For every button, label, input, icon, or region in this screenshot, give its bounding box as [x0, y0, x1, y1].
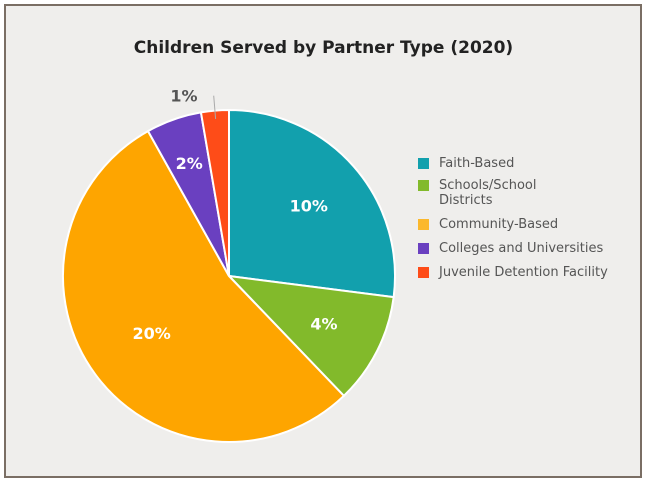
legend-label: Juvenile Detention Facility [439, 265, 608, 280]
data-label-colleges-and-universities: 2% [176, 154, 203, 173]
pie-slice-community-based [62, 129, 346, 444]
data-label-schools-school-districts: 4% [310, 314, 337, 333]
data-label-faith-based: 10% [290, 196, 328, 215]
legend-item: Community-Based [418, 217, 633, 232]
legend-swatch [418, 243, 429, 254]
chart-legend: Faith-Based Schools/School Districts Commun… [418, 156, 633, 280]
data-label-community-based: 20% [132, 324, 170, 343]
legend-item: Schools/School Districts [418, 178, 633, 208]
legend-swatch [418, 267, 429, 278]
legend-swatch [418, 180, 429, 191]
pie-slice-faith-based [228, 108, 397, 299]
data-label-juvenile-detention-facility: 1% [170, 87, 197, 106]
legend-item: Juvenile Detention Facility [418, 265, 633, 280]
legend-swatch [418, 219, 429, 230]
leader-line [213, 95, 217, 119]
pie-slice-schools-school-districts [226, 274, 395, 398]
legend-item: Colleges and Universities [418, 241, 633, 256]
chart-title: Children Served by Partner Type (2020) [133, 38, 514, 58]
legend-label: Community-Based [439, 217, 559, 232]
legend-label: Colleges and Universities [439, 241, 604, 256]
legend-swatch [418, 158, 429, 169]
legend-item: Faith-Based [418, 156, 633, 171]
legend-label: Faith-Based [439, 156, 515, 171]
legend-label: Schools/School Districts [439, 178, 537, 208]
